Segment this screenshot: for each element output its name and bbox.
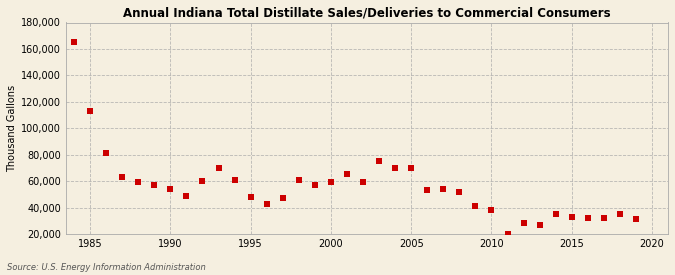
Point xyxy=(406,166,416,170)
Point xyxy=(69,40,80,45)
Point xyxy=(438,187,449,191)
Point xyxy=(422,188,433,192)
Point xyxy=(197,179,208,183)
Y-axis label: Thousand Gallons: Thousand Gallons xyxy=(7,85,17,172)
Point xyxy=(518,221,529,226)
Point xyxy=(389,166,400,170)
Point xyxy=(133,180,144,185)
Point xyxy=(309,183,320,187)
Point xyxy=(84,109,95,113)
Point xyxy=(325,180,336,185)
Point xyxy=(277,196,288,200)
Point xyxy=(358,180,369,185)
Point xyxy=(245,195,256,199)
Title: Annual Indiana Total Distillate Sales/Deliveries to Commercial Consumers: Annual Indiana Total Distillate Sales/De… xyxy=(124,7,611,20)
Point xyxy=(374,159,385,163)
Point xyxy=(534,222,545,227)
Point xyxy=(117,175,128,179)
Point xyxy=(342,172,352,177)
Point xyxy=(294,178,304,182)
Point xyxy=(470,204,481,208)
Point xyxy=(614,212,625,216)
Point xyxy=(630,217,641,222)
Point xyxy=(149,183,160,187)
Point xyxy=(454,189,464,194)
Point xyxy=(647,238,657,243)
Point xyxy=(213,166,224,170)
Point xyxy=(165,187,176,191)
Point xyxy=(486,208,497,212)
Point xyxy=(229,178,240,182)
Point xyxy=(550,212,561,216)
Point xyxy=(181,193,192,198)
Point xyxy=(566,214,577,219)
Point xyxy=(599,216,610,220)
Point xyxy=(101,151,111,156)
Point xyxy=(583,216,593,220)
Point xyxy=(261,201,272,206)
Text: Source: U.S. Energy Information Administration: Source: U.S. Energy Information Administ… xyxy=(7,263,205,272)
Point xyxy=(502,232,513,236)
